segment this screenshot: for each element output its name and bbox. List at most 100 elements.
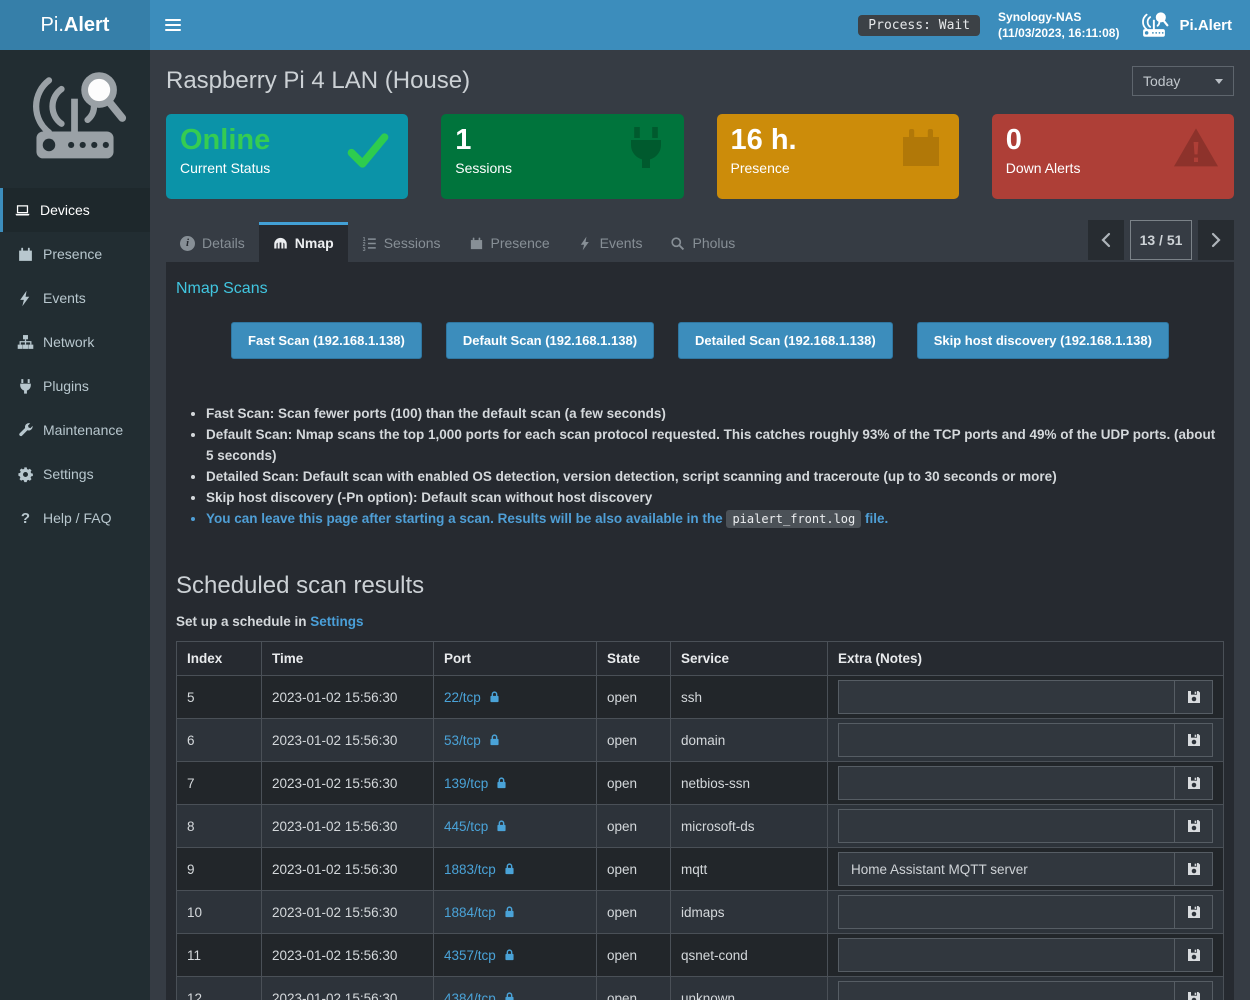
scan-note: Default Scan: Nmap scans the top 1,000 p… bbox=[206, 424, 1224, 466]
card-value: 1 bbox=[455, 124, 472, 156]
tab-label: Events bbox=[599, 235, 643, 251]
sidebar-item-label: Devices bbox=[40, 202, 90, 218]
server-time: (11/03/2023, 16:11:08) bbox=[998, 26, 1120, 40]
sidebar-toggle-icon[interactable] bbox=[150, 0, 195, 50]
cell-notes bbox=[827, 675, 1224, 719]
calendar-icon bbox=[17, 246, 34, 263]
sidebar-item-label: Events bbox=[43, 290, 86, 306]
sidebar-item-settings[interactable]: Settings bbox=[0, 452, 150, 496]
port-link[interactable]: 139/tcp bbox=[444, 775, 489, 791]
cell-service: domain bbox=[670, 718, 828, 762]
lock-icon bbox=[503, 905, 516, 919]
fast-scan-button[interactable]: Fast Scan (192.168.1.138) bbox=[231, 322, 422, 359]
port-link[interactable]: 4357/tcp bbox=[444, 947, 496, 963]
leave-note-text: You can leave this page after starting a… bbox=[206, 511, 727, 526]
nav-brand-label: Pi.Alert bbox=[1179, 16, 1232, 34]
notes-input[interactable] bbox=[839, 853, 1174, 885]
port-link[interactable]: 445/tcp bbox=[444, 818, 489, 834]
port-link[interactable]: 1884/tcp bbox=[444, 904, 496, 920]
sidebar-item-devices[interactable]: Devices bbox=[0, 188, 150, 232]
save-note-button[interactable] bbox=[1174, 724, 1212, 756]
sidebar-item-label: Help / FAQ bbox=[43, 510, 112, 526]
question-icon: ? bbox=[20, 509, 31, 527]
notes-input[interactable] bbox=[839, 982, 1174, 1000]
table-row: 8 2023-01-02 15:56:30 445/tcp open micro… bbox=[176, 804, 1224, 848]
notes-input[interactable] bbox=[839, 896, 1174, 928]
tab-label: Nmap bbox=[294, 235, 334, 251]
sidebar-item-events[interactable]: Events bbox=[0, 276, 150, 320]
notes-input[interactable] bbox=[839, 810, 1174, 842]
port-link[interactable]: 4384/tcp bbox=[444, 990, 496, 1000]
save-note-button[interactable] bbox=[1174, 982, 1212, 1000]
cell-state: open bbox=[596, 675, 671, 719]
chevron-left-icon bbox=[1100, 232, 1112, 248]
warning-triangle-icon bbox=[1172, 124, 1220, 172]
tab-nmap[interactable]: Nmap bbox=[258, 222, 348, 262]
period-select-value: Today bbox=[1143, 73, 1181, 89]
cell-state: open bbox=[596, 847, 671, 891]
wrench-icon bbox=[17, 422, 34, 439]
tab-label: Pholus bbox=[692, 235, 736, 251]
tab-pholus[interactable]: Pholus bbox=[656, 222, 749, 262]
save-note-button[interactable] bbox=[1174, 681, 1212, 713]
cell-index: 5 bbox=[176, 675, 262, 719]
sidebar: Devices Presence Events Network Plugins … bbox=[0, 50, 150, 1000]
notes-input[interactable] bbox=[839, 724, 1174, 756]
sidebar-item-presence[interactable]: Presence bbox=[0, 232, 150, 276]
schedule-hint-text: Set up a schedule in bbox=[176, 614, 311, 629]
prev-device-button[interactable] bbox=[1088, 220, 1124, 260]
sidebar-item-label: Maintenance bbox=[43, 422, 124, 438]
router-search-logo-icon bbox=[17, 64, 133, 170]
top-navbar: Pi. Alert Process: Wait Synology-NAS (11/… bbox=[0, 0, 1250, 50]
tab-label: Details bbox=[202, 235, 245, 251]
save-note-button[interactable] bbox=[1174, 810, 1212, 842]
lock-icon bbox=[488, 690, 501, 704]
cell-state: open bbox=[596, 761, 671, 805]
notes-input[interactable] bbox=[839, 939, 1174, 971]
user-brand[interactable]: Pi.Alert bbox=[1137, 10, 1232, 40]
tab-events[interactable]: Events bbox=[564, 222, 657, 262]
cell-state: open bbox=[596, 804, 671, 848]
default-scan-button[interactable]: Default Scan (192.168.1.138) bbox=[445, 322, 655, 359]
chevron-right-icon bbox=[1210, 232, 1222, 248]
binoculars-icon bbox=[273, 236, 288, 251]
save-note-button[interactable] bbox=[1174, 767, 1212, 799]
next-device-button[interactable] bbox=[1198, 220, 1234, 260]
save-note-button[interactable] bbox=[1174, 896, 1212, 928]
tab-sessions[interactable]: Sessions bbox=[348, 222, 455, 262]
brand-logo[interactable]: Pi. Alert bbox=[0, 0, 150, 50]
scan-results-table: Index Time Port State Service Extra (Not… bbox=[176, 641, 1224, 1000]
sidebar-item-network[interactable]: Network bbox=[0, 320, 150, 364]
save-note-button[interactable] bbox=[1174, 853, 1212, 885]
cell-service: netbios-ssn bbox=[670, 761, 828, 805]
port-link[interactable]: 53/tcp bbox=[444, 732, 481, 748]
skip-host-discovery-button[interactable]: Skip host discovery (192.168.1.138) bbox=[916, 322, 1169, 359]
port-link[interactable]: 22/tcp bbox=[444, 689, 481, 705]
cell-state: open bbox=[596, 933, 671, 977]
notes-input[interactable] bbox=[839, 767, 1174, 799]
device-position-indicator: 13 / 51 bbox=[1130, 220, 1192, 260]
detailed-scan-button[interactable]: Detailed Scan (192.168.1.138) bbox=[678, 322, 893, 359]
card-value: Online bbox=[180, 124, 271, 156]
cell-index: 7 bbox=[176, 761, 262, 805]
save-icon bbox=[1186, 732, 1202, 748]
bolt-icon bbox=[578, 236, 593, 251]
bolt-icon bbox=[17, 290, 34, 307]
tab-details[interactable]: i Details bbox=[166, 222, 259, 262]
sidebar-item-plugins[interactable]: Plugins bbox=[0, 364, 150, 408]
lock-icon bbox=[503, 862, 516, 876]
period-select[interactable]: Today bbox=[1132, 66, 1234, 96]
table-row: 9 2023-01-02 15:56:30 1883/tcp open mqtt bbox=[176, 847, 1224, 891]
tab-presence[interactable]: Presence bbox=[455, 222, 564, 262]
sidebar-item-maintenance[interactable]: Maintenance bbox=[0, 408, 150, 452]
lock-icon bbox=[488, 733, 501, 747]
col-time: Time bbox=[261, 641, 434, 676]
notes-input[interactable] bbox=[839, 681, 1174, 713]
port-link[interactable]: 1883/tcp bbox=[444, 861, 496, 877]
save-icon bbox=[1186, 775, 1202, 791]
table-header-row: Index Time Port State Service Extra (Not… bbox=[176, 641, 1224, 676]
sidebar-item-help[interactable]: ? Help / FAQ bbox=[0, 496, 150, 540]
settings-link[interactable]: Settings bbox=[310, 614, 364, 629]
save-note-button[interactable] bbox=[1174, 939, 1212, 971]
nmap-scans-heading: Nmap Scans bbox=[176, 280, 268, 297]
